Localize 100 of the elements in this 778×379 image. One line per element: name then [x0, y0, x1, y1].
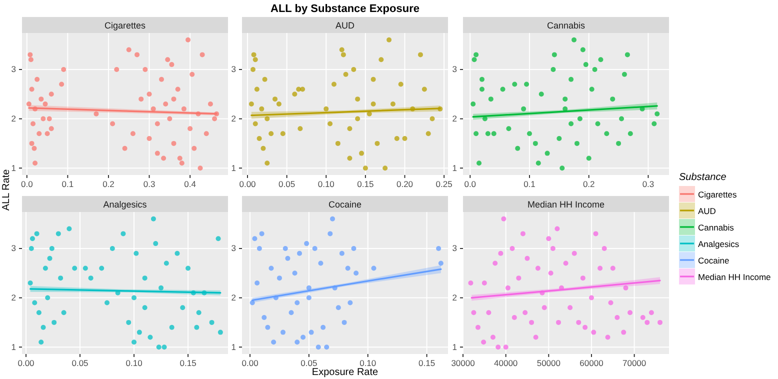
point [72, 266, 78, 271]
point [516, 276, 522, 281]
point [34, 231, 40, 236]
point [475, 324, 480, 330]
point [474, 131, 479, 136]
point [298, 126, 303, 132]
x-tick-label: 0.1 [524, 179, 536, 190]
point [538, 92, 544, 97]
point [167, 116, 172, 122]
point [628, 131, 633, 136]
point [248, 102, 254, 106]
point [505, 285, 510, 290]
point [34, 76, 40, 82]
point [294, 300, 300, 306]
x-tick-label: 0.10 [318, 179, 335, 190]
point [276, 102, 282, 106]
point [588, 295, 594, 300]
point [562, 96, 568, 102]
point [264, 160, 270, 166]
text: Exposure Rate [312, 367, 379, 378]
point [331, 82, 336, 87]
point [28, 280, 33, 286]
point [624, 52, 630, 58]
point [340, 52, 346, 58]
point [568, 121, 574, 126]
legend-label: AUD [698, 206, 716, 216]
point [510, 246, 515, 251]
point [526, 131, 532, 136]
point [500, 86, 506, 92]
point [154, 121, 160, 126]
point [568, 305, 573, 310]
point [282, 246, 288, 251]
point [150, 106, 156, 112]
y-tick-label: 3 [231, 64, 236, 74]
point [148, 334, 153, 340]
point [94, 111, 99, 116]
point [479, 76, 484, 82]
text: ALL Rate [1, 168, 12, 211]
point [614, 315, 620, 320]
point [28, 57, 34, 62]
point [216, 236, 221, 242]
point [496, 344, 501, 350]
point [177, 156, 182, 161]
point [506, 126, 512, 132]
legend-title: Substance [679, 172, 727, 183]
point [550, 246, 556, 251]
point [268, 266, 274, 271]
legend-label: Analgesics [698, 239, 740, 249]
point [426, 131, 431, 136]
point [47, 256, 52, 261]
point [268, 131, 274, 136]
point [294, 340, 300, 345]
point [342, 320, 347, 325]
point [619, 116, 624, 122]
point [38, 340, 44, 345]
chart-title: AUD [335, 20, 355, 30]
point [252, 121, 258, 126]
y-tick-label: 2 [231, 114, 236, 124]
point [42, 102, 48, 106]
point [366, 111, 372, 116]
point [306, 285, 312, 290]
point [658, 320, 663, 325]
point [179, 160, 184, 166]
point [30, 236, 35, 242]
point [324, 344, 330, 350]
point [146, 136, 152, 142]
point [250, 300, 255, 306]
x-tick-label: 70000 [622, 358, 646, 368]
point [260, 146, 266, 151]
point [250, 66, 256, 72]
x-tick-label: 0.00 [242, 358, 259, 368]
point [605, 334, 610, 340]
point [512, 82, 518, 87]
x-tick-label: 0.15 [418, 358, 436, 368]
point [196, 310, 202, 316]
point [577, 116, 582, 122]
point [644, 320, 650, 325]
point [556, 136, 562, 142]
point [153, 241, 158, 246]
point [390, 102, 396, 106]
point [280, 330, 286, 335]
point [251, 52, 256, 58]
point [535, 266, 540, 271]
point [254, 280, 260, 286]
point [359, 150, 364, 156]
point [503, 344, 508, 350]
chart-title: Analgesics [103, 200, 148, 210]
point [276, 276, 282, 281]
x-tick-label: 0.10 [360, 358, 376, 368]
point [40, 324, 46, 330]
point [36, 310, 42, 316]
point [548, 270, 554, 276]
point [154, 150, 160, 156]
x-tick-label: 0.10 [126, 358, 143, 368]
x-tick-label: 0.3 [642, 179, 654, 190]
point [608, 300, 614, 306]
y-tick-label: 3 [11, 64, 16, 74]
point [271, 340, 276, 345]
y-tick-label: 1 [231, 162, 236, 173]
point [262, 76, 268, 82]
